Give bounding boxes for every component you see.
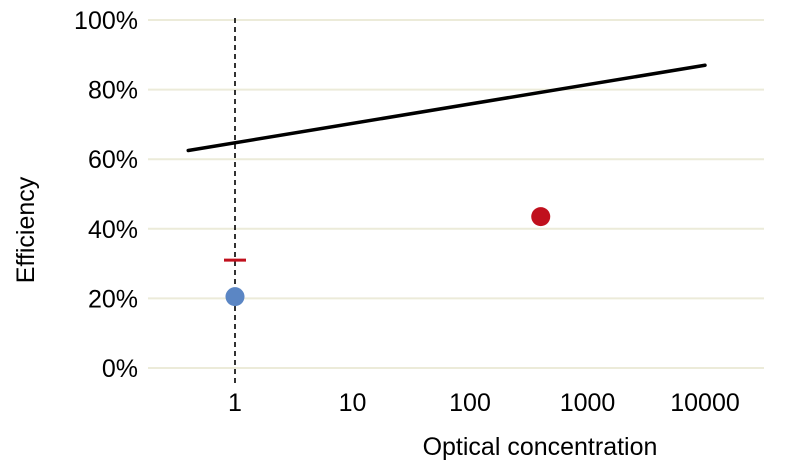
plot-area [186, 18, 707, 385]
x-tick-label-10000: 10000 [670, 389, 740, 417]
x-axis-label: Optical concentration [423, 433, 658, 461]
limit-line [186, 63, 707, 153]
x-tick-label-1000: 1000 [560, 389, 616, 417]
x-tick-label-10: 10 [339, 389, 367, 417]
data-point-0 [225, 287, 245, 307]
x-tick-label-1: 1 [228, 389, 242, 417]
y-tick-label-20: 20% [88, 285, 138, 313]
x-axis-ticks: 1 10 100 1000 10000 [228, 389, 740, 417]
y-tick-label-40: 40% [88, 216, 138, 244]
x-tick-label-100: 100 [449, 389, 491, 417]
y-tick-label-60: 60% [88, 146, 138, 174]
grid [148, 19, 764, 369]
y-tick-label-80: 80% [88, 77, 138, 105]
y-axis-ticks: 0% 20% 40% 60% 80% 100% [74, 7, 138, 383]
y-axis-label: Efficiency [12, 176, 40, 283]
y-tick-label-100: 100% [74, 7, 138, 35]
y-tick-label-0: 0% [102, 355, 138, 383]
data-point-1 [531, 207, 551, 227]
